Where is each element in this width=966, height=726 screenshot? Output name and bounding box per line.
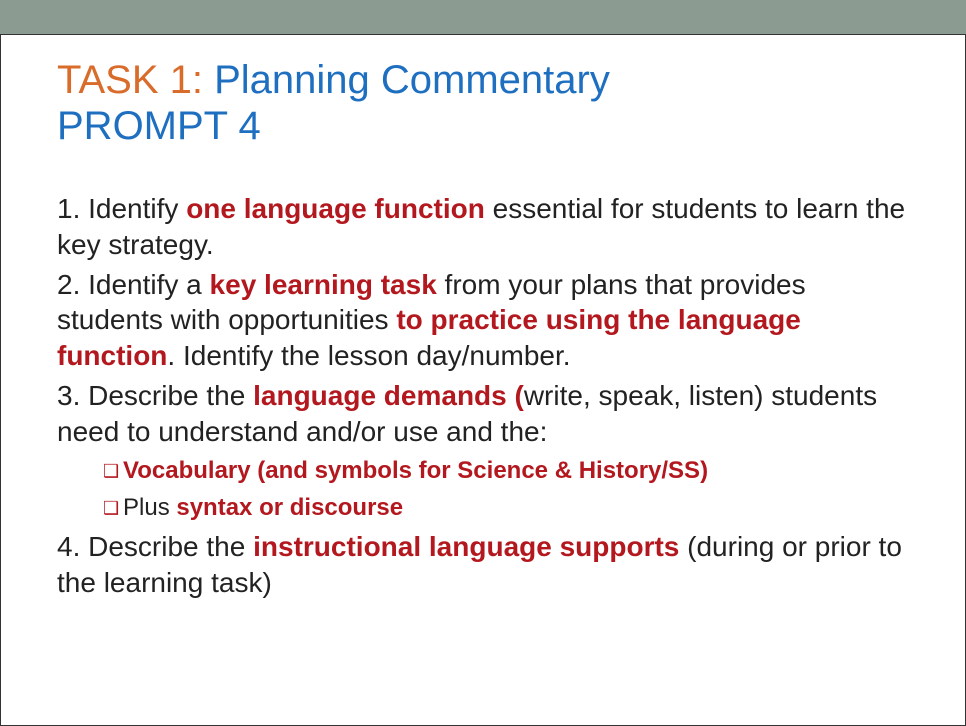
- slide-title: TASK 1: Planning Commentary PROMPT 4: [57, 57, 909, 149]
- point-1: 1. Identify one language function essent…: [57, 191, 909, 263]
- point-4: 4. Describe the instructional language s…: [57, 529, 909, 601]
- sub-bullet-1: ❑Vocabulary (and symbols for Science & H…: [57, 456, 909, 487]
- p2-e: . Identify the lesson day/number.: [167, 340, 570, 371]
- top-accent-bar: [0, 0, 966, 34]
- square-bullet-icon: ❑: [103, 460, 123, 483]
- p3-a: 3. Describe the: [57, 380, 253, 411]
- p1-a: 1. Identify: [57, 193, 186, 224]
- p4-a: 4. Describe the: [57, 531, 253, 562]
- task-label: TASK 1:: [57, 58, 203, 102]
- p3-b: language demands (: [253, 380, 524, 411]
- p4-b: instructional language supports: [253, 531, 679, 562]
- body-text: 1. Identify one language function essent…: [57, 191, 909, 601]
- sub2-b: syntax or discourse: [176, 494, 403, 521]
- point-2: 2. Identify a key learning task from you…: [57, 267, 909, 374]
- sub-bullet-2: ❑Plus syntax or discourse: [57, 493, 909, 524]
- title-main: Planning Commentary: [214, 58, 610, 102]
- p2-a: 2. Identify a: [57, 269, 210, 300]
- sub1-text: Vocabulary (and symbols for Science & Hi…: [123, 457, 708, 484]
- p1-b: one language function: [186, 193, 485, 224]
- sub2-a: Plus: [123, 494, 176, 521]
- point-3: 3. Describe the language demands (write,…: [57, 378, 909, 450]
- p2-b: key learning task: [210, 269, 437, 300]
- square-bullet-icon: ❑: [103, 497, 123, 520]
- title-prompt: PROMPT 4: [57, 104, 261, 148]
- slide-content: TASK 1: Planning Commentary PROMPT 4 1. …: [0, 34, 966, 726]
